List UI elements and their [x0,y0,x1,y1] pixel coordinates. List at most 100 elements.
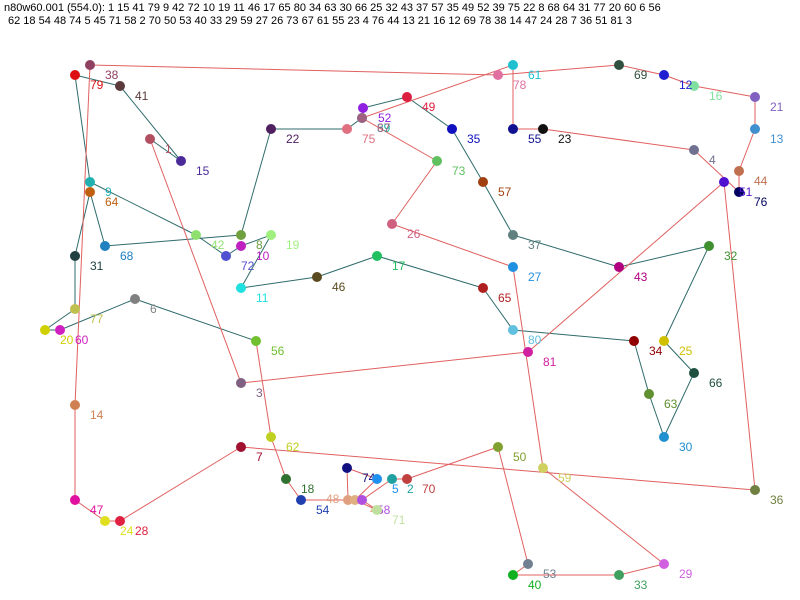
city-node [659,336,669,346]
city-label: 39 [377,121,391,135]
city-node [523,347,533,357]
city-node [236,378,246,388]
city-node [130,294,140,304]
tour-edge [723,181,756,491]
city-label: 40 [528,578,542,592]
city-label: 8 [256,238,263,252]
city-node [372,474,382,484]
city-label: 60 [75,333,89,347]
city-node [350,495,360,505]
city-label: 25 [679,344,693,358]
city-label: 15 [196,164,210,178]
tour-edge [648,393,665,438]
city-node [614,570,624,580]
tour-edge [362,96,408,109]
city-node [750,485,760,495]
city-node [358,103,368,113]
tour-edge [482,181,514,236]
tour-edge [74,74,121,87]
tour-edge [270,436,287,480]
city-node [100,516,110,526]
city-label: 1 [165,142,172,156]
tour-edge [451,128,484,183]
city-label: 47 [90,503,104,517]
city-label: 36 [770,493,784,507]
header-line: 62 18 54 48 74 5 45 71 58 2 70 50 53 40 … [8,15,632,27]
city-label: 75 [362,132,376,146]
tour-edge [240,446,756,491]
city-label: 61 [528,68,542,82]
tour-edge [693,149,740,193]
city-label: 46 [332,280,346,294]
city-label: 12 [679,78,693,92]
tour-edge [104,234,242,247]
city-label: 34 [649,344,663,358]
city-node [689,81,699,91]
city-label: 6 [150,302,157,316]
city-node [402,474,412,484]
tour-edge [527,181,725,353]
city-label: 50 [513,450,527,464]
city-node [719,177,729,187]
city-label: 38 [105,68,119,82]
city-label: 51 [739,185,753,199]
tour-edge [633,340,650,395]
city-node [70,70,80,80]
city-label: 41 [135,89,149,103]
city-node [478,177,488,187]
city-node [629,336,639,346]
city-label: 20 [60,333,74,347]
city-label: 37 [528,238,542,252]
city-label: 59 [558,471,572,485]
city-label: 66 [709,376,723,390]
tour-edge [618,245,710,268]
city-label: 22 [286,132,300,146]
city-node [115,81,125,91]
tour-edge [512,266,544,469]
city-label: 52 [378,111,392,125]
city-label: 55 [528,132,542,146]
tour-edge [497,446,529,565]
city-label: 71 [392,513,406,527]
city-node [402,92,412,102]
tour-edge [255,340,272,438]
tour-edge [119,446,242,522]
city-node [70,400,80,410]
tour-edge [497,64,620,76]
city-node [447,124,457,134]
city-node [221,251,231,261]
city-node [493,442,503,452]
city-node [750,92,760,102]
tour-edge [391,160,438,225]
city-label: 64 [105,195,119,209]
city-label: 18 [301,482,315,496]
city-label: 28 [135,524,149,538]
tour-edge [119,85,182,162]
tour-edge [512,329,635,342]
city-node [70,304,80,314]
city-node [689,145,699,155]
city-label: 74 [362,471,376,485]
city-node [508,570,518,580]
city-label: 77 [90,312,104,326]
tour-edge [149,138,242,384]
city-node [734,166,744,176]
header-line: n80w60.001 (554.0): 1 15 41 79 9 42 72 1… [4,2,661,14]
city-label: 24 [120,524,134,538]
city-label: 30 [679,440,693,454]
city-label: 42 [211,238,225,252]
city-node [357,495,367,505]
tour-edge [134,298,257,342]
city-label: 32 [724,249,738,263]
tour-edge [542,467,665,565]
city-node [236,241,246,251]
city-node [176,156,186,166]
tour-edge [663,74,695,87]
city-label: 31 [90,259,104,273]
city-label: 68 [120,249,134,263]
city-node [266,432,276,442]
tour-edge [59,298,136,331]
city-node [85,187,95,197]
